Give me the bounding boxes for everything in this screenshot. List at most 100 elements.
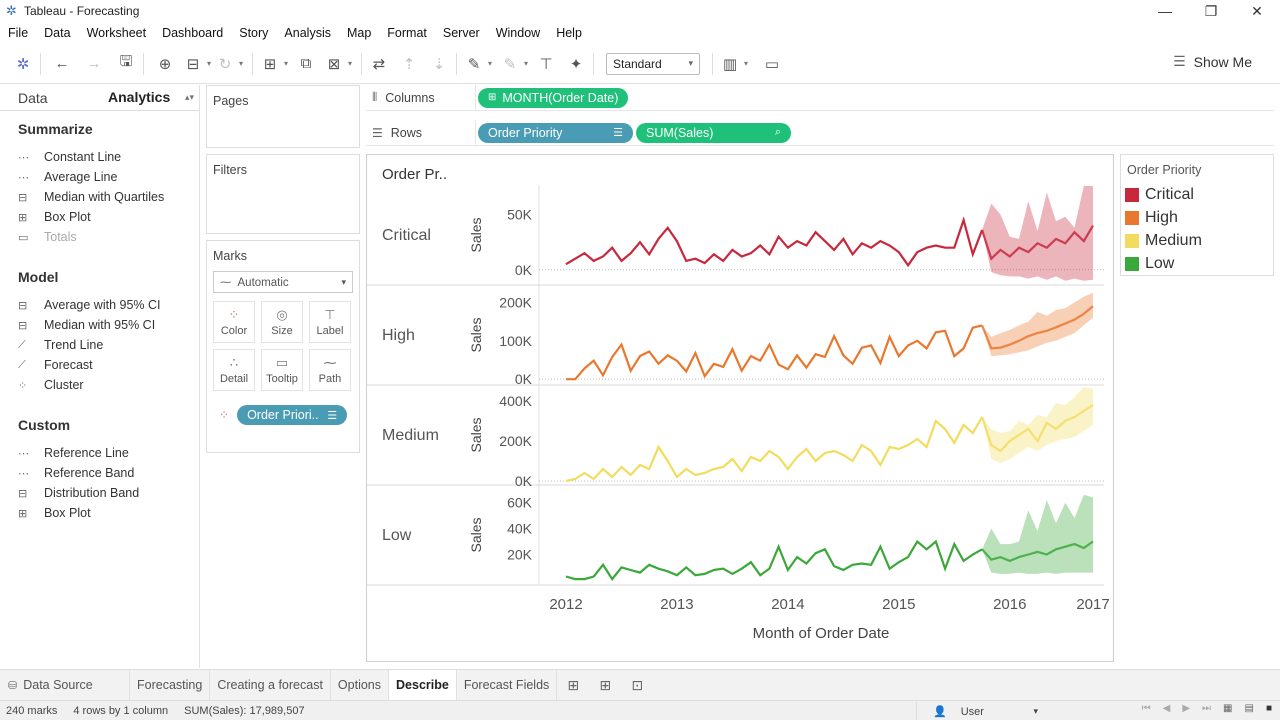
tab-data-source[interactable]: ⛁ Data Source [0,669,130,701]
analytics-item-reference-line[interactable]: ⋯ Reference Line [18,443,199,463]
mark-type-select[interactable]: ⁓ Automatic ▾ [213,271,353,293]
sum-sales-pill[interactable]: SUM(Sales) ⌕ [636,122,791,143]
menu-dashboard[interactable]: Dashboard [162,26,224,40]
new-worksheet-icon[interactable]: ⊞ [263,55,277,73]
menu-server[interactable]: Server [442,26,480,40]
menu-format[interactable]: Format [387,26,427,40]
last-sheet-icon[interactable]: ⏭ [1202,703,1212,714]
pane-menu-icon[interactable]: ▴▾ [184,92,195,102]
menu-worksheet[interactable]: Worksheet [86,26,147,40]
analytics-item-median-with-quartiles[interactable]: ⊟ Median with Quartiles [18,187,199,207]
order-priority-color-pill[interactable]: Order Priori.. ☰ [237,405,348,425]
menu-window[interactable]: Window [495,26,541,40]
analytics-item-trend-line[interactable]: ⟋ Trend Line [18,335,199,355]
menu-map[interactable]: Map [346,26,372,40]
analytics-item-box-plot[interactable]: ⊞ Box Plot [18,207,199,227]
size-button[interactable]: ◎ Size [261,301,303,343]
pause-updates-icon[interactable]: ⊟ [186,55,200,73]
refresh-icon[interactable]: ↻ [218,55,232,73]
analytics-item-median-with-95-ci[interactable]: ⊟ Median with 95% CI [18,315,199,335]
analytics-item-forecast[interactable]: ⟋ Forecast [18,355,199,375]
path-button[interactable]: ⁓ Path [309,349,351,391]
forecast-chart[interactable]: Order Pr.. Critical Sales 0K 50K High Sales 0K 1… [367,155,1113,661]
analytics-item-average-with-95-ci[interactable]: ⊟ Average with 95% CI [18,295,199,315]
chevron-down-icon[interactable]: ▾ [487,59,492,68]
analytics-item-reference-band[interactable]: ⋯ Reference Band [18,463,199,483]
new-story-icon[interactable]: ⊡ [631,676,644,693]
menu-file[interactable]: File [8,26,29,40]
chevron-down-icon[interactable]: ▾ [347,59,352,68]
close-icon[interactable]: ✕ [1251,2,1263,19]
color-button[interactable]: ⁘ Color [213,301,255,343]
swap-rows-columns-icon[interactable]: ⇄ [372,55,386,73]
tableau-start-icon[interactable]: ✲ [16,55,30,73]
analytics-item-distribution-band[interactable]: ⊟ Distribution Band [18,483,199,503]
legend-item-low[interactable]: Low [1121,252,1273,275]
chevron-down-icon[interactable]: ▾ [523,59,528,68]
fit-select[interactable]: Standard ▾ [606,52,700,75]
tabs-view-icon[interactable]: ■ [1265,703,1272,714]
chevron-down-icon[interactable]: ▾ [238,59,243,68]
sheet-tab-creating-a-forecast[interactable]: Creating a forecast [210,669,331,701]
restore-icon[interactable]: ❐ [1204,2,1218,19]
x-tick-label: 2012 [549,596,582,613]
sheet-sorter-icon[interactable]: ▦ [1223,703,1233,714]
new-data-source-icon[interactable]: ⊕ [158,55,172,73]
menu-data[interactable]: Data [44,26,71,40]
undo-icon[interactable]: ← [54,55,70,72]
filters-card[interactable]: Filters [206,154,360,234]
menu-story[interactable]: Story [239,26,269,40]
film-strip-icon[interactable]: ▤ [1244,703,1254,714]
detail-button[interactable]: ∴ Detail [213,349,255,391]
next-sheet-icon[interactable]: ▶ [1182,703,1191,714]
legend-item-high[interactable]: High [1121,206,1273,229]
month-order-date-pill[interactable]: ⊞ MONTH(Order Date) [478,87,629,108]
data-source-label: Data Source [23,678,93,692]
sheet-tab-describe[interactable]: Describe [389,669,457,701]
analytics-item-average-line[interactable]: ⋯ Average Line [18,167,199,187]
sheet-tab-options[interactable]: Options [331,669,390,701]
legend-item-medium[interactable]: Medium [1121,229,1273,252]
tab-data[interactable]: Data [18,89,48,106]
color-icon: ⁘ [228,307,240,322]
fix-axes-icon[interactable]: ✦ [569,55,583,73]
clear-sheet-icon[interactable]: ⊠ [327,55,341,73]
analytics-item-totals[interactable]: ▭ Totals [18,227,199,247]
label-button[interactable]: ⊤ Label [309,301,351,343]
redo-icon[interactable]: → [86,55,102,72]
pages-card[interactable]: Pages [206,85,360,148]
tooltip-button[interactable]: ▭ Tooltip [261,349,303,391]
color-legend[interactable]: Order Priority Critical High Medium Low [1120,154,1274,276]
menu-analysis[interactable]: Analysis [284,26,331,40]
tab-analytics[interactable]: Analytics [90,85,180,110]
new-worksheet-icon[interactable]: ⊞ [567,676,580,693]
show-me-button[interactable]: ☰ Show Me [1173,53,1252,70]
analytics-item-constant-line[interactable]: ⋯ Constant Line [18,147,199,167]
row-label-high: High [382,327,415,344]
duplicate-sheet-icon[interactable]: ⧉ [300,55,312,72]
analytics-item-cluster[interactable]: ⁘ Cluster [18,375,199,395]
chevron-down-icon[interactable]: ▾ [206,59,211,68]
minimize-icon[interactable]: — [1158,3,1172,19]
presentation-mode-icon[interactable]: ▭ [764,55,780,73]
group-members-icon[interactable]: ✎ [503,55,517,73]
show-mark-labels-icon[interactable]: ⊤ [539,55,553,73]
prev-sheet-icon[interactable]: ◀ [1162,703,1171,714]
save-icon[interactable]: 🖫 [119,53,133,70]
show-cards-icon[interactable]: ▥ [722,55,738,73]
sheet-tab-forecasting[interactable]: Forecasting [130,669,211,701]
chevron-down-icon[interactable]: ▾ [743,59,748,68]
new-dashboard-icon[interactable]: ⊞ [599,676,612,693]
chevron-down-icon[interactable]: ▾ [283,59,288,68]
user-menu[interactable]: 👤 User ▾ [916,702,1042,720]
analytics-item-box-plot[interactable]: ⊞ Box Plot [18,503,199,523]
highlight-icon[interactable]: ✎ [467,55,481,73]
order-priority-pill[interactable]: Order Priority ☰ [478,122,633,143]
legend-item-critical[interactable]: Critical [1121,183,1273,206]
view-area[interactable]: Order Pr.. Critical Sales 0K 50K High Sales 0K 1… [366,154,1114,662]
first-sheet-icon[interactable]: ⏮ [1141,703,1151,714]
sort-ascending-icon[interactable]: ⇡ [402,55,416,73]
sort-descending-icon[interactable]: ⇣ [432,55,446,73]
sheet-tab-forecast-fields[interactable]: Forecast Fields [457,669,558,701]
menu-help[interactable]: Help [556,26,582,40]
